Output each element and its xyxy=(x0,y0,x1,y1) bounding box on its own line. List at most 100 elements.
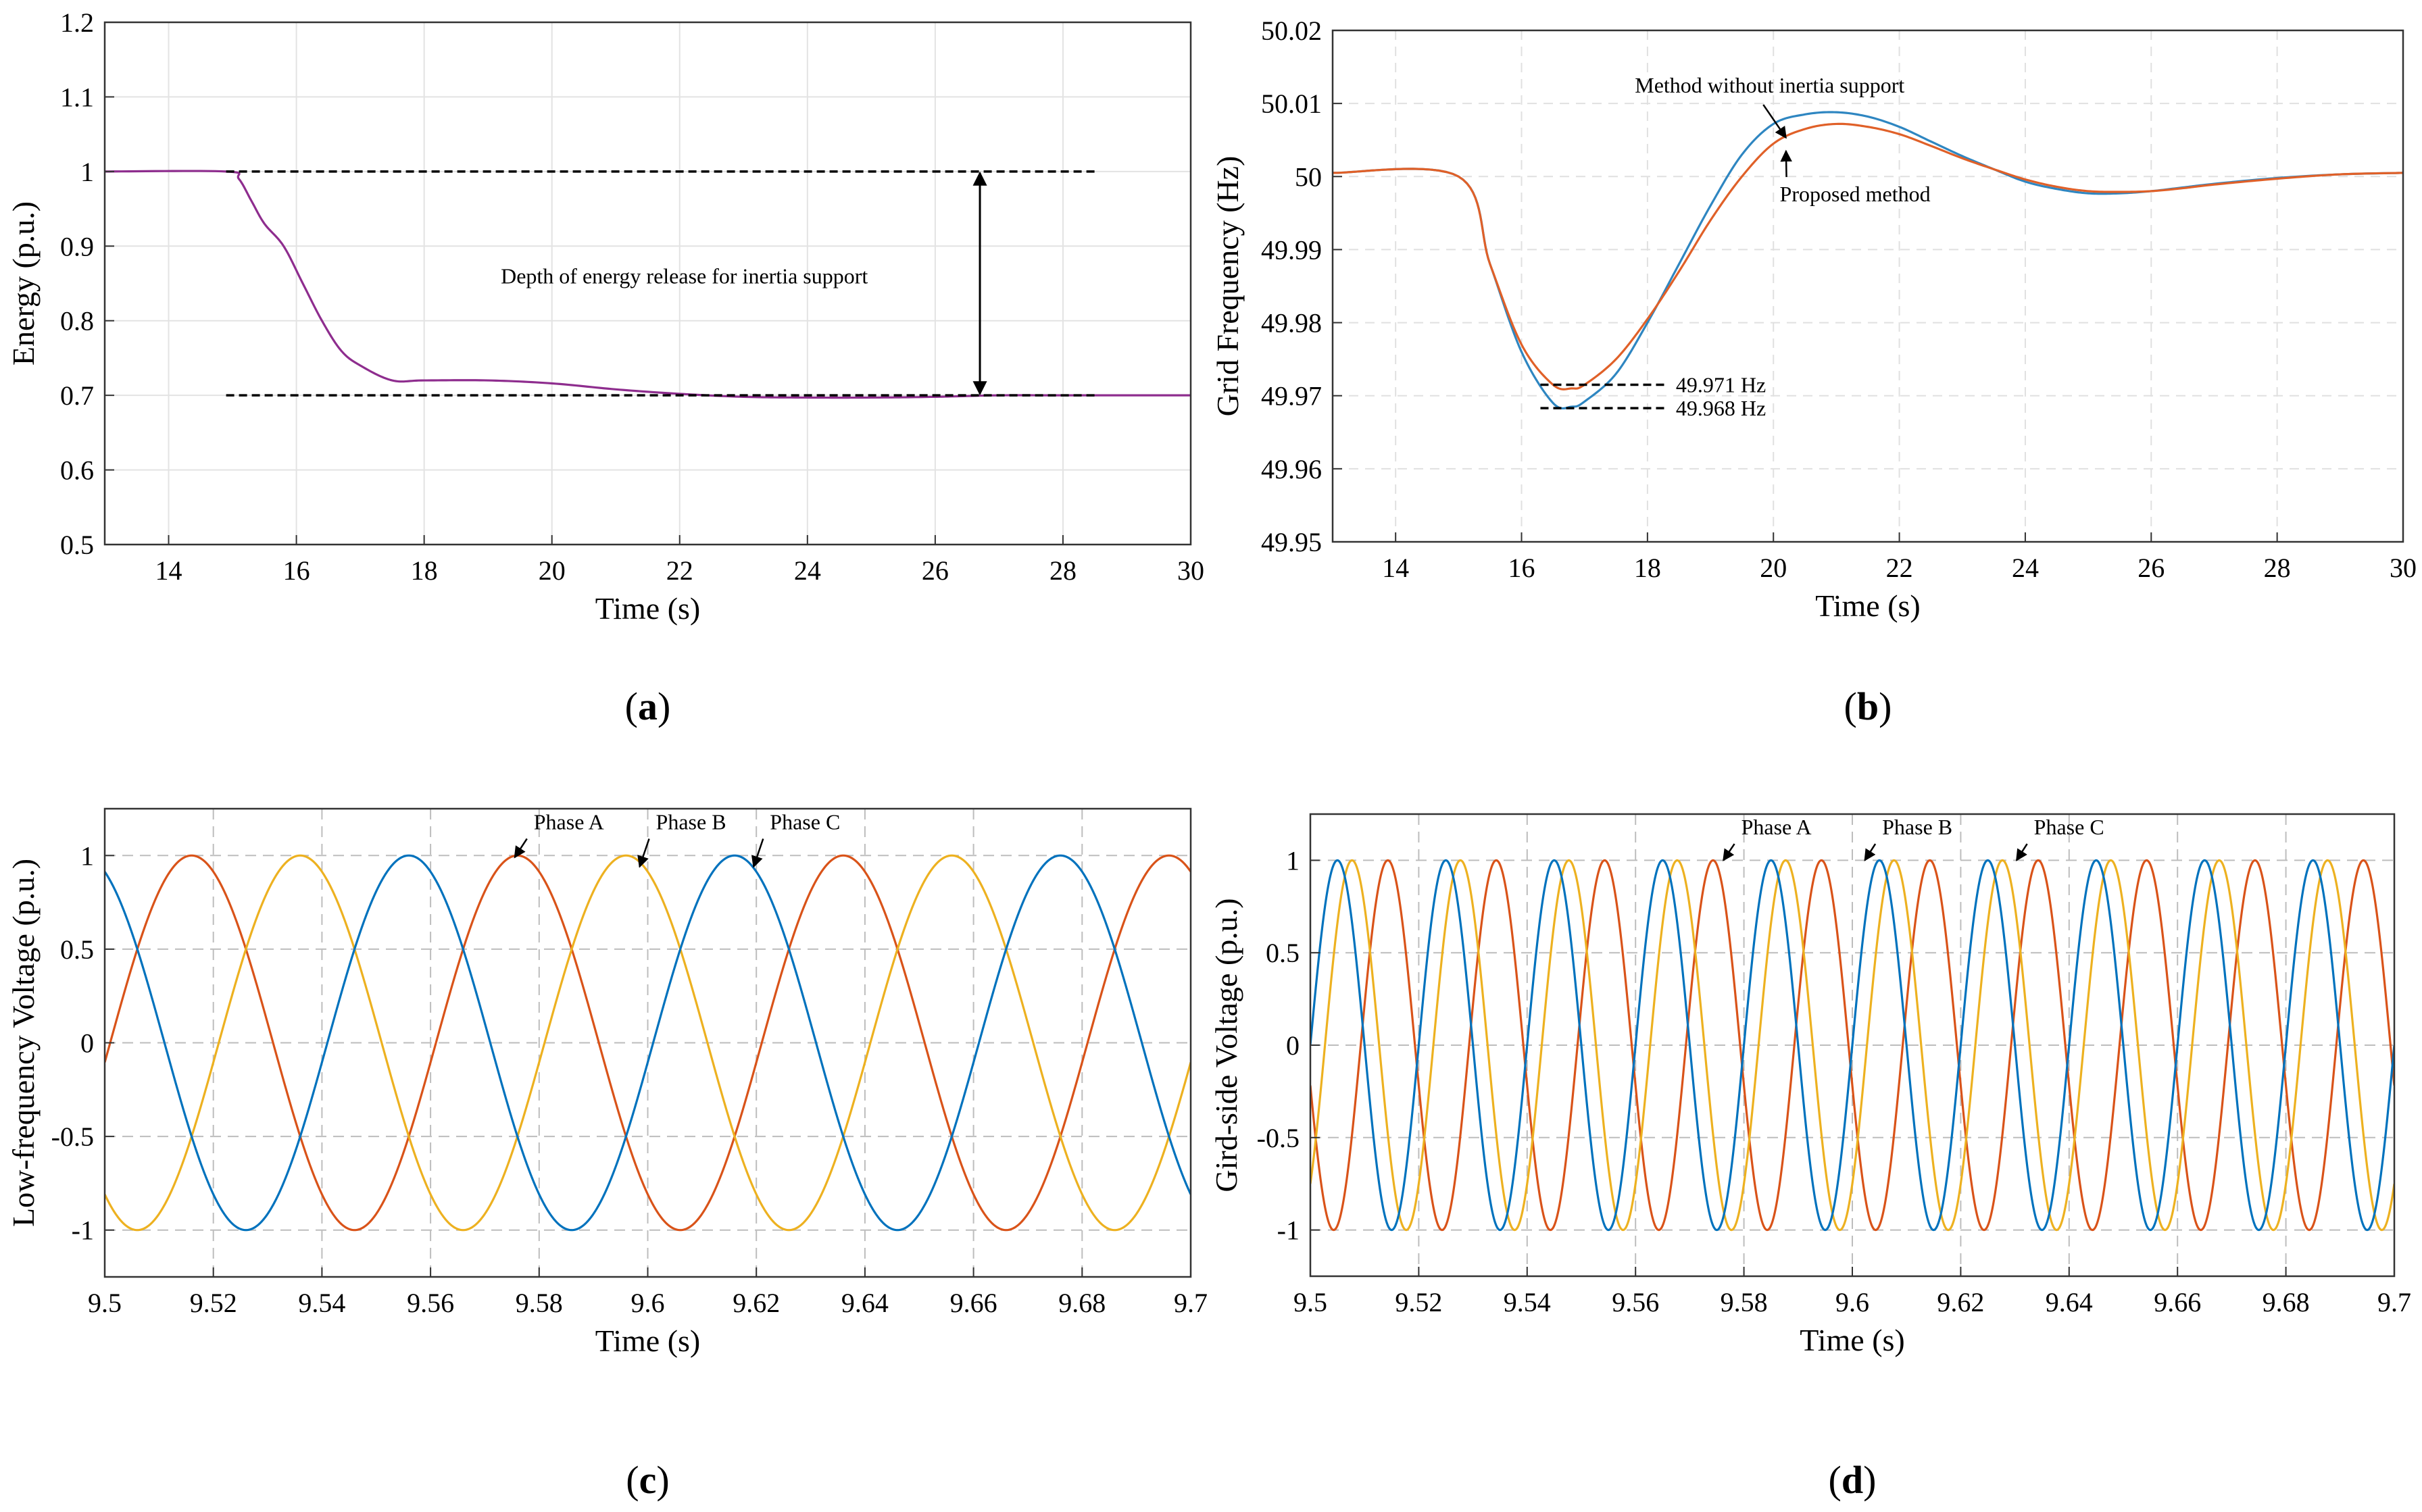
series-line-phase-c xyxy=(105,854,1191,1232)
reference-line-label: 49.968 Hz xyxy=(1676,396,1766,420)
x-tick-label: 16 xyxy=(1508,553,1535,583)
annotation-label: Proposed method xyxy=(1780,182,1931,206)
x-tick-label: 26 xyxy=(2137,553,2165,583)
x-tick-label: 9.64 xyxy=(841,1288,889,1318)
x-tick-label: 9.62 xyxy=(733,1288,780,1318)
caption: (c) xyxy=(626,1458,669,1502)
y-tick-label: 49.96 xyxy=(1261,454,1322,484)
x-tick-label: 9.68 xyxy=(2263,1287,2310,1317)
series-group xyxy=(105,854,1191,1232)
x-tick-label: 30 xyxy=(2390,553,2417,583)
x-tick-label: 30 xyxy=(1177,555,1204,586)
x-tick-label: 9.66 xyxy=(2154,1287,2201,1317)
annotation-label: Method without inertia support xyxy=(1635,73,1904,97)
caption: (b) xyxy=(1844,684,1892,728)
y-tick-label: -0.5 xyxy=(51,1122,94,1152)
y-tick-label: 0 xyxy=(1286,1030,1300,1061)
y-tick-label: 49.95 xyxy=(1261,527,1322,557)
y-tick-label: 50.02 xyxy=(1261,16,1322,46)
annotation-label: Phase C xyxy=(770,809,840,834)
y-axis-label: Gird-side Voltage (p.u.) xyxy=(1209,898,1243,1192)
plot-area xyxy=(1333,30,2403,542)
y-tick-label: 0.6 xyxy=(60,455,94,486)
plot-area xyxy=(105,22,1191,545)
y-tick-label: 0.5 xyxy=(60,934,94,965)
axes-box xyxy=(1331,29,2404,543)
ticks: 9.5 9.52 9.54 9.56 9.58 9.6 9.62 9.64 9.66 9.68 9.… xyxy=(1257,845,2411,1317)
x-tick-label: 9.7 xyxy=(1174,1288,1208,1318)
x-tick-label: 9.56 xyxy=(1612,1287,1659,1317)
annotation-arrow xyxy=(1780,149,1792,178)
y-tick-label: 1.1 xyxy=(60,82,94,112)
x-tick-label: 24 xyxy=(2012,553,2039,583)
series-line-phase-b xyxy=(1310,859,2394,1232)
x-tick-label: 26 xyxy=(922,555,949,586)
annotation-label: Depth of energy release for inertia supp… xyxy=(501,264,868,288)
series-group xyxy=(1310,859,2394,1232)
x-tick-label: 9.58 xyxy=(516,1288,563,1318)
ticks: 14 16 18 20 22 24 26 28 30 0.5 0.6 0.7 0.8 0.9 1 1.1 1.2 xyxy=(60,7,1204,586)
y-tick-label: 0 xyxy=(80,1028,94,1059)
x-tick-label: 18 xyxy=(1634,553,1661,583)
x-tick-label: 9.54 xyxy=(1504,1287,1551,1317)
y-tick-label: 49.99 xyxy=(1261,234,1322,265)
y-tick-label: 50.01 xyxy=(1261,89,1322,119)
x-tick-label: 9.64 xyxy=(2046,1287,2093,1317)
x-tick-label: 9.6 xyxy=(631,1288,665,1318)
x-axis-label: Time (s) xyxy=(1800,1323,1905,1357)
annotation-label: Phase A xyxy=(534,809,604,834)
x-tick-label: 9.62 xyxy=(1937,1287,1984,1317)
series-line-phase-a xyxy=(105,854,1191,1232)
annotation-arrow xyxy=(637,838,650,868)
annotation-label: Phase B xyxy=(656,809,726,834)
y-tick-label: 0.7 xyxy=(60,380,94,411)
annotation-arrow xyxy=(1723,843,1735,861)
caption: (a) xyxy=(625,684,671,728)
annotation-arrow xyxy=(514,838,528,859)
y-tick-label: 49.97 xyxy=(1261,381,1322,411)
x-tick-label: 28 xyxy=(1049,555,1077,586)
x-tick-label: 9.54 xyxy=(298,1288,345,1318)
x-axis-label: Time (s) xyxy=(1815,588,1921,623)
y-axis-label: Grid Frequency (Hz) xyxy=(1210,156,1245,417)
panel-a: Depth of energy release for inertia supp… xyxy=(6,7,1204,728)
x-tick-label: 9.52 xyxy=(1395,1287,1442,1317)
series-line-phase-c xyxy=(1310,859,2394,1232)
y-tick-label: 0.5 xyxy=(60,530,94,560)
x-tick-label: 9.7 xyxy=(2377,1287,2411,1317)
x-tick-label: 16 xyxy=(283,555,310,586)
x-tick-label: 9.68 xyxy=(1058,1288,1106,1318)
ticks: 14 16 18 20 22 24 26 28 30 49.95 49.96 49.97 49.98 49… xyxy=(1261,16,2417,583)
x-tick-label: 9.58 xyxy=(1721,1287,1768,1317)
x-tick-label: 14 xyxy=(155,555,182,586)
y-tick-label: 1 xyxy=(80,157,94,187)
y-tick-label: 0.8 xyxy=(60,306,94,336)
x-tick-label: 14 xyxy=(1382,553,1409,583)
x-tick-label: 22 xyxy=(1886,553,1913,583)
annotation-label: Phase A xyxy=(1741,815,1812,839)
y-tick-label: -0.5 xyxy=(1257,1123,1300,1153)
annotation-arrow xyxy=(2015,843,2028,861)
x-tick-label: 9.6 xyxy=(1835,1287,1869,1317)
y-axis-label: Energy (p.u.) xyxy=(6,201,41,366)
y-tick-label: 1.2 xyxy=(60,7,94,38)
series-group xyxy=(105,170,1191,399)
panel-c: Phase A Phase B Phase C 9.5 9.52 9.54 9.56 9.58… xyxy=(6,807,1208,1502)
x-tick-label: 18 xyxy=(411,555,438,586)
x-tick-label: 9.5 xyxy=(1293,1287,1327,1317)
x-tick-label: 24 xyxy=(794,555,821,586)
y-axis-label: Low-frequency Voltage (p.u.) xyxy=(6,859,41,1227)
annotation-label: Phase B xyxy=(1882,815,1952,839)
caption: (d) xyxy=(1829,1458,1877,1502)
y-tick-label: 49.98 xyxy=(1261,308,1322,338)
series-line-energy xyxy=(105,170,1191,399)
series-line-phase-b xyxy=(105,854,1191,1232)
y-tick-label: -1 xyxy=(72,1215,94,1246)
y-tick-label: 1 xyxy=(1286,845,1300,876)
y-tick-label: 50 xyxy=(1295,161,1322,192)
axes-box xyxy=(103,21,1192,546)
x-tick-label: 9.66 xyxy=(950,1288,997,1318)
panel-d: Phase A Phase B Phase C 9.5 9.52 9.54 9.56 9.58… xyxy=(1209,813,2411,1502)
reference-line-label: 49.971 Hz xyxy=(1676,372,1766,397)
